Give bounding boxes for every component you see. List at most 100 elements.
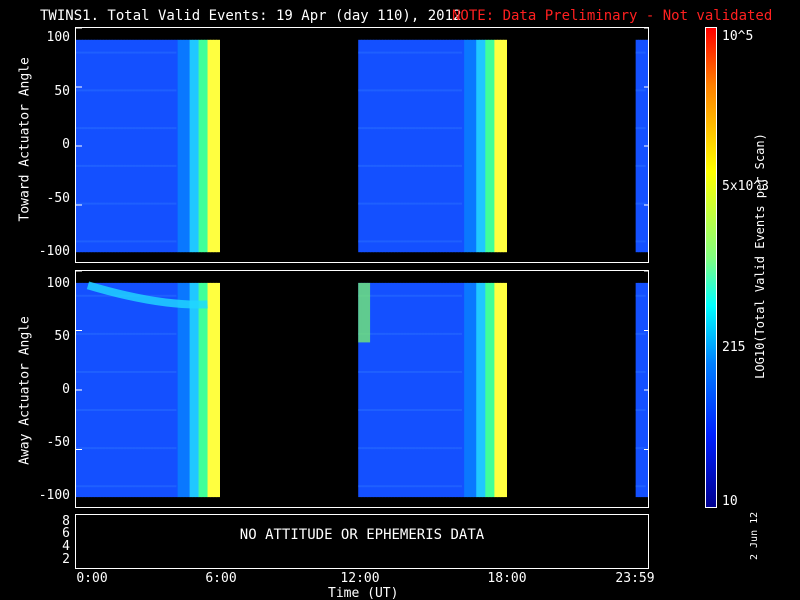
heatmap-band [76, 409, 177, 412]
heatmap-cell [464, 282, 468, 498]
colorbar [705, 27, 717, 508]
heatmap-cell [150, 39, 155, 253]
colorbar-label: 10^5 [722, 29, 754, 44]
heatmap-cell [96, 39, 101, 253]
heatmap-cell [87, 282, 92, 498]
heatmap-cell [108, 282, 113, 498]
x-axis-label: Time (UT) [328, 586, 399, 600]
heatmap-cell [159, 39, 164, 253]
heatmap-cell [168, 282, 173, 498]
heatmap-cell [376, 282, 380, 498]
chart-title: TWINS1. Total Valid Events: 19 Apr (day … [40, 8, 462, 24]
heatmap-cell [195, 39, 200, 253]
away-heatmap [76, 271, 648, 498]
heatmap-cell [162, 282, 167, 498]
heatmap-cell [138, 39, 143, 253]
heatmap-cell [635, 39, 639, 253]
heatmap-cell [430, 39, 435, 253]
heatmap-cell [418, 39, 423, 253]
heatmap-band [76, 202, 177, 205]
heatmap-cell [81, 282, 86, 498]
colorbar-label: 5x10^3 [722, 179, 769, 194]
heatmap-band [76, 332, 177, 335]
heatmap-cell [141, 39, 146, 253]
away-tick: 100 [46, 276, 70, 291]
heatmap-cell [433, 39, 438, 253]
heatmap-cell [147, 39, 152, 253]
heatmap-cell [391, 282, 396, 498]
heatmap-band [76, 370, 177, 373]
heatmap-cell [445, 282, 450, 498]
heatmap-cell [461, 282, 465, 498]
heatmap-band [358, 51, 463, 54]
heatmap-band [76, 240, 177, 243]
no-data-text: NO ATTITUDE OR EPHEMERIS DATA [239, 527, 485, 543]
x-tick: 12:00 [340, 571, 380, 586]
heatmap-cell [424, 282, 429, 498]
heatmap-cell [482, 282, 486, 498]
x-tick: 0:00 [76, 571, 108, 586]
heatmap-cell [93, 282, 98, 498]
heatmap-band [358, 447, 463, 450]
heatmap-cell [165, 39, 170, 253]
heatmap-cell [640, 39, 644, 253]
heatmap-band [635, 409, 646, 412]
away-tick: -50 [46, 435, 70, 450]
heatmap-cell [102, 282, 107, 498]
heatmap-cell [439, 39, 444, 253]
x-tick: 6:00 [205, 571, 237, 586]
heatmap-cell [144, 39, 149, 253]
heatmap-cell [638, 39, 641, 253]
heatmap-cell [412, 39, 417, 253]
heatmap-cell [400, 39, 405, 253]
heatmap-cell [449, 39, 453, 253]
heatmap-cell [189, 39, 194, 253]
heatmap-band [635, 127, 646, 130]
heatmap-cell [461, 39, 465, 253]
heatmap-cell [105, 39, 110, 253]
heatmap-cell [147, 282, 152, 498]
colorbar-title: LOG10(Total Valid Events per Scan) [753, 133, 767, 379]
heatmap-feature [358, 282, 371, 343]
heatmap-cell [207, 39, 212, 253]
heatmap-cell [455, 282, 459, 498]
heatmap-cell [180, 39, 185, 253]
heatmap-cell [421, 282, 426, 498]
heatmap-cell [132, 39, 137, 253]
heatmap-band [358, 164, 463, 167]
heatmap-band [358, 240, 463, 243]
heatmap-cell [382, 282, 386, 498]
heatmap-cell [189, 282, 194, 498]
heatmap-cell [180, 282, 185, 498]
heatmap-cell [117, 39, 122, 253]
heatmap-cell [364, 282, 368, 498]
heatmap-cell [210, 282, 215, 498]
heatmap-cell [111, 282, 116, 498]
heatmap-cell [385, 39, 389, 253]
heatmap-cell [439, 282, 444, 498]
heatmap-band [358, 294, 463, 297]
heatmap-cell [99, 282, 104, 498]
heatmap-cell [361, 39, 365, 253]
heatmap-band [635, 202, 646, 205]
heatmap-cell [406, 282, 411, 498]
heatmap-cell [361, 282, 365, 498]
heatmap-cell [135, 39, 140, 253]
heatmap-cell [204, 39, 209, 253]
heatmap-band [76, 447, 177, 450]
heatmap-cell [445, 39, 450, 253]
heatmap-cell [500, 282, 504, 498]
heatmap-cell [126, 39, 131, 253]
heatmap-cell [90, 282, 95, 498]
heatmap-cell [470, 282, 474, 498]
heatmap-band [635, 51, 646, 54]
heatmap-cell [192, 39, 197, 253]
heatmap-cell [171, 39, 176, 253]
heatmap-cell [198, 39, 203, 253]
heatmap-cell [177, 39, 182, 253]
heatmap-cell [635, 282, 639, 498]
heatmap-cell [427, 282, 432, 498]
heatmap-cell [436, 282, 441, 498]
heatmap-cell [391, 39, 396, 253]
heatmap-cell [117, 282, 122, 498]
